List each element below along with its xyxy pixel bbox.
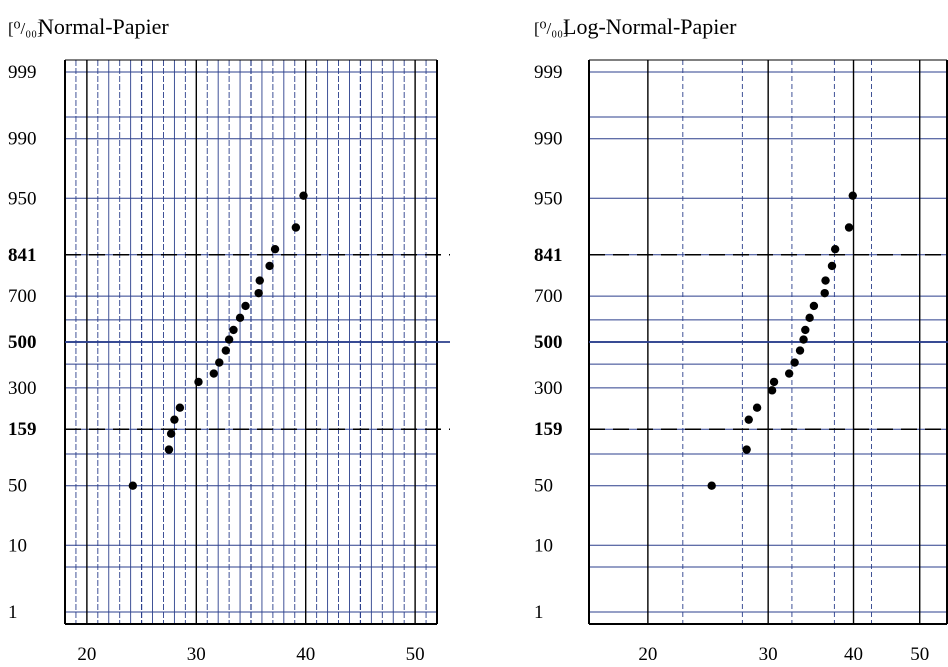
y-tick-label: 1 [534,602,544,623]
y-tick-label: 1 [8,602,18,623]
y-tick-label: 500 [534,332,563,353]
x-tick-label: 50 [406,644,425,665]
y-tick-label: 300 [534,378,563,399]
data-point [769,377,779,387]
data-point [166,429,176,438]
y-tick-label: 700 [534,286,563,307]
data-point [128,481,138,490]
data-point [821,276,830,285]
data-point [707,481,716,490]
y-tick-label: 50 [8,476,27,497]
data-point [784,369,794,378]
x-tick-label: 50 [910,644,929,665]
y-tick-label: 841 [8,245,37,266]
y-tick-label: 10 [534,535,553,556]
y-tick-label: 700 [8,286,37,307]
data-point [827,261,837,271]
data-point [742,445,751,454]
y-tick-label: 10 [8,535,27,556]
data-point [270,244,280,254]
data-point [767,386,777,395]
data-point [164,445,174,454]
data-point [235,313,245,323]
data-point [194,377,203,387]
data-point [790,358,799,367]
y-tick-label: 999 [8,62,37,83]
x-tick-label: 30 [187,644,206,665]
y-tick-label: 990 [534,129,563,150]
data-point [752,403,762,412]
data-point [299,191,308,200]
y-tick-label: 841 [534,245,563,266]
y-tick-label: 990 [8,129,37,150]
data-point [805,313,814,323]
data-point [801,325,810,335]
data-point [820,288,829,298]
chart-title: Normal-Papier [38,14,169,39]
x-tick-label: 30 [759,644,778,665]
y-tick-label: 950 [8,188,37,209]
data-point [799,335,808,344]
x-tick-label: 40 [844,644,863,665]
data-point [744,415,753,424]
data-point [844,223,854,232]
data-point [221,346,231,355]
data-point [254,288,263,298]
panel-2: [⁰/₀₀]Log-Normal-Papier 999 990 950 841 700 50… [534,14,948,665]
data-point [229,325,238,335]
y-tick-label: 159 [534,419,563,440]
y-tick-label: 300 [8,378,37,399]
y-unit-label: [⁰/₀₀] [8,19,43,38]
y-unit-label: [⁰/₀₀] [534,19,569,38]
x-tick-label: 20 [638,644,657,665]
data-point [265,261,274,271]
panel-1: [⁰/₀₀]Normal-Papier 999 990 950 841 700 500 300… [8,14,450,665]
chart-title: Log-Normal-Papier [563,14,737,39]
data-point [830,244,840,254]
x-tick-label: 40 [296,644,315,665]
data-point [175,403,185,412]
data-point [795,346,805,355]
data-point [291,223,301,232]
x-tick-label: 20 [77,644,96,665]
data-point [170,415,179,424]
y-tick-label: 999 [534,62,563,83]
data-point [215,358,224,367]
y-tick-label: 500 [8,332,37,353]
data-point [224,335,234,344]
data-point [209,369,218,378]
data-point [809,301,819,311]
y-tick-label: 50 [534,476,553,497]
y-tick-label: 159 [8,419,37,440]
data-point [241,301,250,311]
data-point [848,191,857,200]
y-tick-label: 950 [534,188,563,209]
data-point [255,276,264,285]
